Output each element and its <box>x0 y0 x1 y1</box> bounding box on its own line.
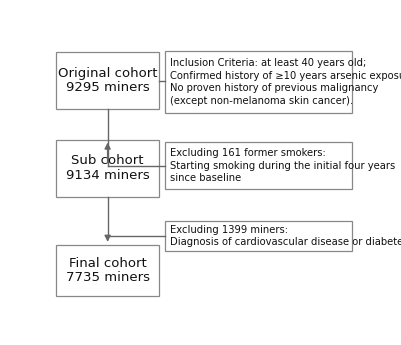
FancyBboxPatch shape <box>165 51 352 113</box>
Text: No proven history of previous malignancy: No proven history of previous malignancy <box>170 83 378 93</box>
FancyBboxPatch shape <box>56 140 159 197</box>
Text: Confirmed history of ≥10 years arsenic exposure: Confirmed history of ≥10 years arsenic e… <box>170 70 401 80</box>
Text: Final cohort: Final cohort <box>69 257 146 270</box>
FancyBboxPatch shape <box>165 142 352 189</box>
Text: (except non-melanoma skin cancer).: (except non-melanoma skin cancer). <box>170 96 353 106</box>
Text: Sub cohort: Sub cohort <box>71 155 144 167</box>
Text: Original cohort: Original cohort <box>58 67 157 80</box>
Text: Excluding 161 former smokers:: Excluding 161 former smokers: <box>170 148 326 158</box>
Text: Starting smoking during the initial four years: Starting smoking during the initial four… <box>170 160 395 170</box>
FancyBboxPatch shape <box>56 245 159 296</box>
Text: 9295 miners: 9295 miners <box>66 81 150 95</box>
FancyBboxPatch shape <box>56 52 159 109</box>
FancyBboxPatch shape <box>165 221 352 251</box>
Text: since baseline: since baseline <box>170 173 241 183</box>
Text: Inclusion Criteria: at least 40 years old;: Inclusion Criteria: at least 40 years ol… <box>170 58 366 68</box>
Text: 9134 miners: 9134 miners <box>66 169 150 182</box>
Text: Excluding 1399 miners:: Excluding 1399 miners: <box>170 225 288 235</box>
Text: Diagnosis of cardiovascular disease or diabetes: Diagnosis of cardiovascular disease or d… <box>170 237 401 247</box>
Text: 7735 miners: 7735 miners <box>66 271 150 284</box>
